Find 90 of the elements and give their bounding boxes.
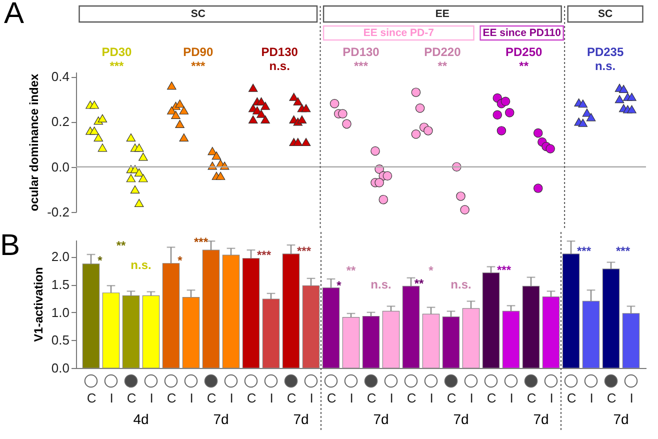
- annotation: **: [346, 264, 356, 278]
- y-tick-label: 1.5: [51, 277, 70, 292]
- annotation: n.s.: [130, 258, 152, 272]
- annotation: ***: [576, 244, 592, 258]
- x-tick-label: I: [550, 390, 554, 406]
- bar: [142, 295, 160, 368]
- text: EE: [435, 8, 450, 20]
- y-axis-title: V1-activation: [31, 267, 46, 342]
- x-tick-label: I: [110, 390, 114, 406]
- annotation: ***: [296, 244, 312, 258]
- x-tick-label: C: [246, 390, 256, 406]
- annotation: ***: [110, 59, 124, 73]
- y-tick-label: 0.5: [51, 332, 70, 348]
- text: EE since PD110: [482, 27, 562, 39]
- text: SC: [190, 8, 206, 20]
- x-tick-label: C: [86, 390, 96, 406]
- annotation: *: [98, 254, 103, 268]
- x-tick-label: C: [566, 390, 576, 406]
- x-tick-label: I: [270, 390, 274, 406]
- annotation: **: [438, 59, 448, 73]
- y-axis-title: ocular dominance index: [27, 73, 42, 212]
- annotation: ***: [256, 248, 272, 262]
- y-tick-label: -0.2: [47, 204, 70, 220]
- x-tick-label: C: [166, 390, 176, 406]
- y-tick-label: 2.0: [51, 249, 70, 264]
- y-tick-label: 0.0: [51, 159, 70, 174]
- text: SC: [598, 8, 613, 20]
- x-tick-label: C: [406, 390, 416, 406]
- annotation: ***: [616, 244, 630, 258]
- x-tick-label: I: [350, 390, 354, 406]
- text: 7d: [373, 411, 389, 427]
- x-tick-label: I: [430, 390, 434, 406]
- x-tick-label: C: [286, 390, 296, 406]
- x-tick-label: C: [366, 390, 376, 406]
- x-tick-label: C: [446, 390, 456, 406]
- annotation: ***: [191, 59, 206, 73]
- text: PD235: [586, 45, 624, 59]
- annotation: **: [414, 276, 424, 290]
- bar: [342, 317, 360, 368]
- x-tick-label: I: [590, 390, 594, 406]
- text: PD250: [506, 45, 543, 59]
- text: 7d: [453, 411, 469, 427]
- x-tick-label: I: [190, 390, 194, 406]
- x-tick-label: I: [230, 390, 234, 406]
- x-tick-label: C: [486, 390, 496, 406]
- text: PD130: [261, 45, 298, 59]
- x-tick-label: C: [606, 390, 616, 406]
- text: 7d: [613, 411, 629, 427]
- text: 4d: [133, 411, 149, 427]
- annotation: **: [116, 238, 126, 253]
- y-tick-label: 0.2: [51, 114, 70, 130]
- annotation: n.s.: [370, 278, 392, 292]
- y-tick-label: 0.4: [51, 69, 70, 84]
- x-tick-label: C: [326, 390, 336, 406]
- text: 7d: [533, 411, 549, 427]
- text: PD90: [183, 45, 214, 59]
- annotation: ***: [354, 59, 368, 73]
- annotation: n.s.: [450, 278, 472, 292]
- x-tick-label: C: [206, 390, 216, 406]
- bar: [122, 295, 140, 368]
- annotation: n.s.: [594, 59, 616, 73]
- x-tick-label: C: [126, 390, 136, 406]
- chart-title: B: [0, 229, 20, 262]
- text: 7d: [213, 411, 229, 427]
- text: PD130: [342, 45, 380, 59]
- bar: [362, 316, 380, 368]
- x-tick-label: I: [470, 390, 474, 406]
- annotation: ***: [194, 235, 208, 250]
- annotation: **: [519, 59, 529, 73]
- bar: [382, 310, 400, 368]
- bar: [542, 296, 560, 368]
- x-tick-label: I: [390, 390, 394, 406]
- x-tick-label: C: [526, 390, 536, 406]
- annotation: n.s.: [269, 59, 290, 73]
- annotation: ***: [496, 263, 512, 278]
- chart-title: A: [4, 0, 24, 30]
- text: 7d: [293, 411, 309, 427]
- x-tick-label: I: [630, 390, 634, 406]
- x-tick-label: I: [150, 390, 154, 406]
- text: PD30: [102, 45, 132, 59]
- y-tick-label: 1.0: [51, 304, 70, 320]
- annotation: *: [178, 254, 183, 268]
- y-tick-label: 0.0: [51, 360, 70, 376]
- x-tick-label: I: [310, 390, 314, 406]
- bar: [502, 310, 520, 368]
- text: PD220: [424, 45, 462, 59]
- text: EE since PD-7: [363, 27, 434, 39]
- annotation: *: [428, 264, 434, 278]
- x-tick-label: I: [510, 390, 514, 406]
- annotation: *: [336, 278, 342, 293]
